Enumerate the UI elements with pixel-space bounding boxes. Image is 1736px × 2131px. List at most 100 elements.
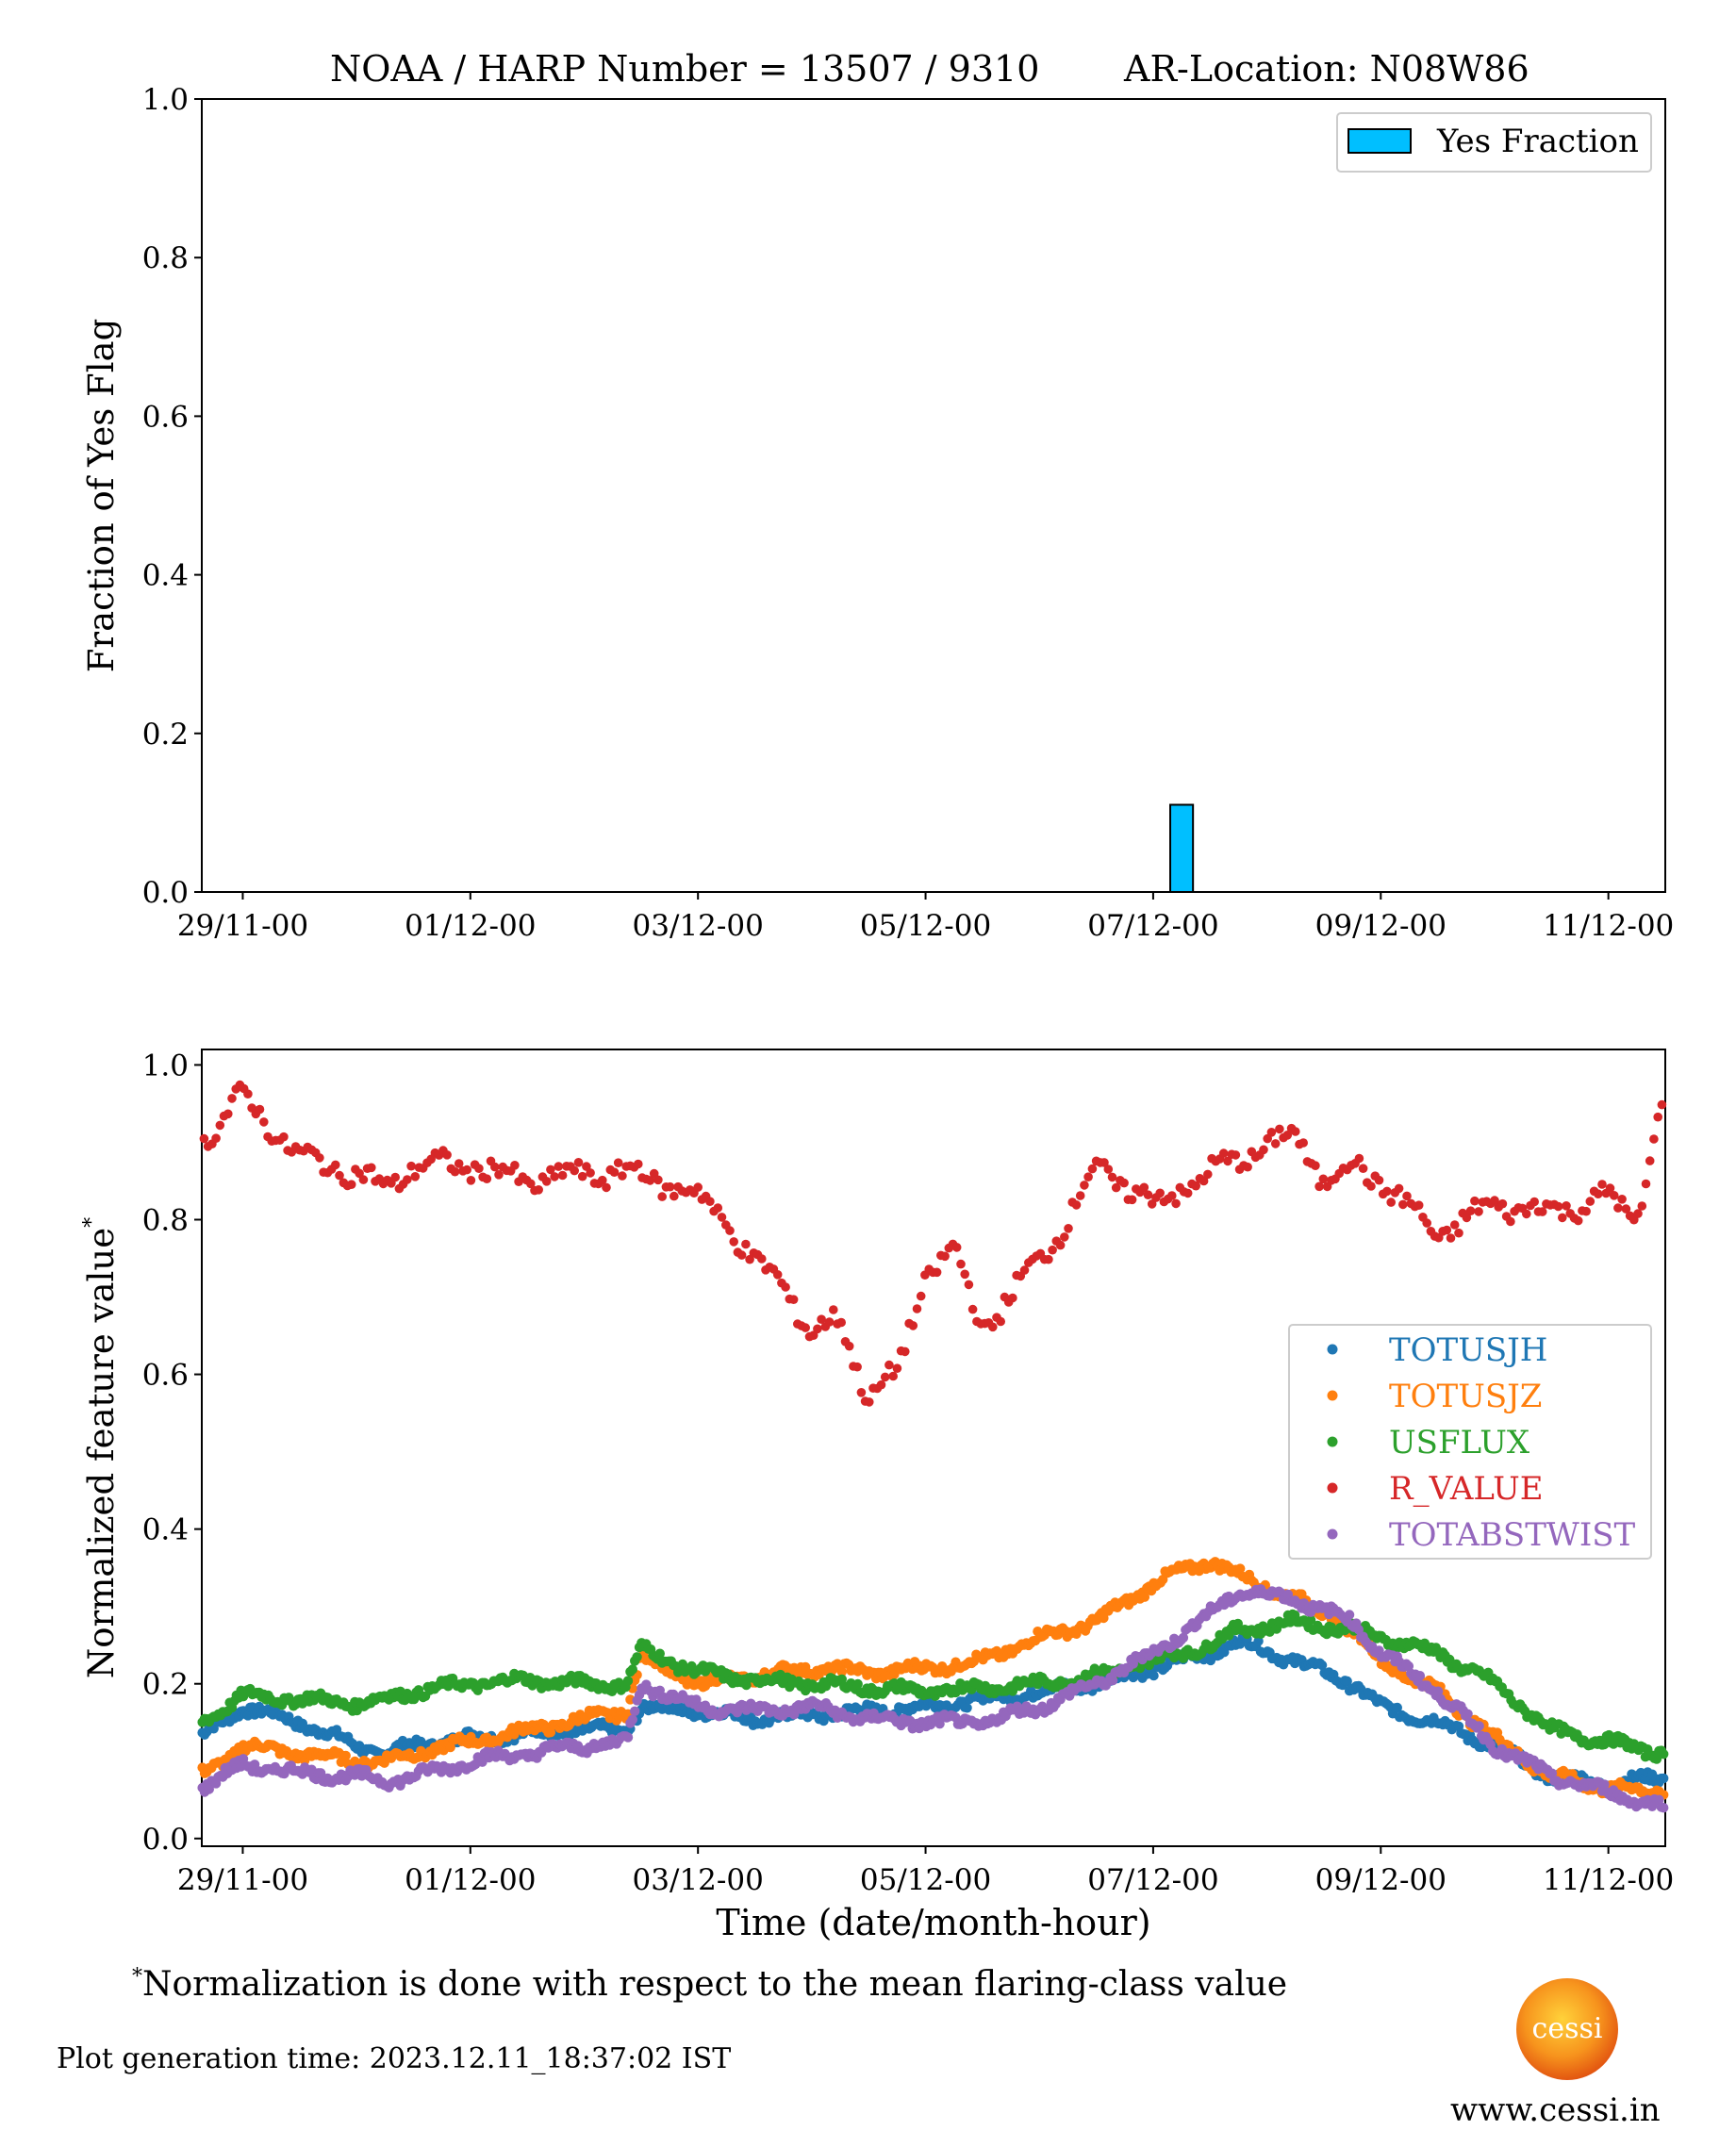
- series-point: [717, 1213, 727, 1222]
- website-link[interactable]: www.cessi.in: [1450, 2091, 1661, 2129]
- bottom-xtick-label: 07/12-00: [1087, 1863, 1218, 1897]
- series-point: [1454, 1228, 1463, 1238]
- bottom-xtick-label: 11/12-00: [1543, 1863, 1674, 1897]
- series-point: [829, 1305, 838, 1314]
- series-point: [1111, 1182, 1121, 1193]
- series-point: [211, 1133, 221, 1143]
- series-point: [741, 1239, 751, 1249]
- series-point: [844, 1341, 854, 1351]
- series-point: [602, 1182, 611, 1193]
- series-point: [403, 1175, 412, 1184]
- legend-label-r-value: R_VALUE: [1389, 1470, 1544, 1508]
- series-point: [916, 1291, 926, 1301]
- series-point: [410, 1172, 421, 1181]
- series-point: [204, 1784, 214, 1794]
- series-point: [951, 1243, 962, 1252]
- yes-fraction-bar: [1169, 803, 1195, 893]
- series-point: [960, 1269, 969, 1280]
- series-point: [598, 1175, 607, 1185]
- series-point: [1434, 1232, 1444, 1243]
- series-point: [1270, 1139, 1281, 1148]
- series-point: [1382, 1186, 1392, 1197]
- series-point: [889, 1669, 900, 1679]
- legend-label-totusjh: TOTUSJH: [1389, 1331, 1547, 1369]
- top-ytick-label: 0.4: [142, 559, 189, 593]
- series-point: [450, 1166, 460, 1177]
- top-plot-frame: [201, 98, 1666, 893]
- series-point: [781, 1282, 790, 1292]
- legend-label-totusjz: TOTUSJZ: [1389, 1378, 1542, 1415]
- series-point: [1048, 1245, 1057, 1255]
- series-point: [1285, 1617, 1296, 1627]
- series-point: [962, 1703, 972, 1713]
- series-point: [1055, 1240, 1066, 1250]
- series-point: [1139, 1592, 1150, 1602]
- series-point: [490, 1162, 500, 1172]
- series-point: [1191, 1181, 1200, 1191]
- series-point: [482, 1174, 492, 1183]
- bottom-legend-box: [1288, 1324, 1652, 1560]
- series-point: [1064, 1224, 1073, 1233]
- series-point: [315, 1153, 324, 1163]
- series-point: [956, 1259, 966, 1269]
- legend-marker-totabstwist: [1327, 1528, 1338, 1540]
- bottom-xtick-label: 03/12-00: [633, 1863, 764, 1897]
- series-point: [1291, 1127, 1300, 1136]
- series-point: [1446, 1233, 1456, 1243]
- series-point: [1298, 1138, 1308, 1148]
- series-point: [1474, 1207, 1483, 1216]
- series-point: [885, 1360, 894, 1370]
- series-point: [1546, 1768, 1558, 1778]
- series-point: [772, 1270, 783, 1280]
- series-point: [1617, 1195, 1627, 1204]
- series-point: [1119, 1178, 1129, 1188]
- series-point: [474, 1164, 484, 1173]
- series-point: [1609, 1191, 1619, 1200]
- series-point: [705, 1197, 715, 1206]
- bottom-xtick-label: 09/12-00: [1315, 1863, 1447, 1897]
- series-point: [1621, 1204, 1631, 1214]
- series-point: [1080, 1181, 1089, 1190]
- series-point: [665, 1181, 675, 1192]
- series-point: [1305, 1614, 1316, 1626]
- series-point: [1581, 1206, 1591, 1216]
- series-point: [1465, 1206, 1476, 1215]
- bottom-plot-frame: [201, 1049, 1666, 1847]
- series-point: [1314, 1181, 1324, 1192]
- series-point: [645, 1176, 655, 1185]
- series-point: [627, 1664, 637, 1675]
- series-point: [1182, 1188, 1193, 1198]
- series-point: [1402, 1191, 1412, 1201]
- series-point: [908, 1321, 918, 1330]
- series-point: [315, 1768, 326, 1778]
- series-point: [1316, 1660, 1328, 1671]
- series-point: [1657, 1099, 1667, 1110]
- series-r-value: [199, 1080, 1667, 1407]
- series-point: [1474, 1721, 1484, 1731]
- series-point: [1497, 1198, 1508, 1209]
- footnote-text: Normalization is done with respect to th…: [142, 1965, 1288, 2004]
- series-point: [788, 1295, 799, 1304]
- legend-marker-totusjh: [1327, 1344, 1338, 1355]
- series-point: [934, 1719, 945, 1729]
- top-ytick-label: 1.0: [142, 83, 189, 117]
- series-point: [1594, 1189, 1603, 1198]
- series-point: [1075, 1191, 1085, 1200]
- series-point: [801, 1323, 810, 1332]
- series-point: [988, 1322, 998, 1332]
- series-point: [813, 1324, 822, 1334]
- series-point: [1099, 1158, 1109, 1167]
- series-point: [1344, 1610, 1355, 1620]
- series-point: [1573, 1215, 1583, 1226]
- series-point: [657, 1192, 667, 1201]
- series-point: [817, 1314, 826, 1324]
- series-point: [331, 1160, 340, 1170]
- bottom-y-axis-label-mark: *: [80, 1217, 104, 1228]
- series-point: [1597, 1180, 1607, 1189]
- series-point: [510, 1161, 520, 1170]
- series-point: [1633, 1209, 1643, 1218]
- series-point: [613, 1158, 623, 1167]
- series-point: [1558, 1213, 1567, 1223]
- series-point: [1311, 1161, 1320, 1170]
- series-point: [1167, 1191, 1177, 1200]
